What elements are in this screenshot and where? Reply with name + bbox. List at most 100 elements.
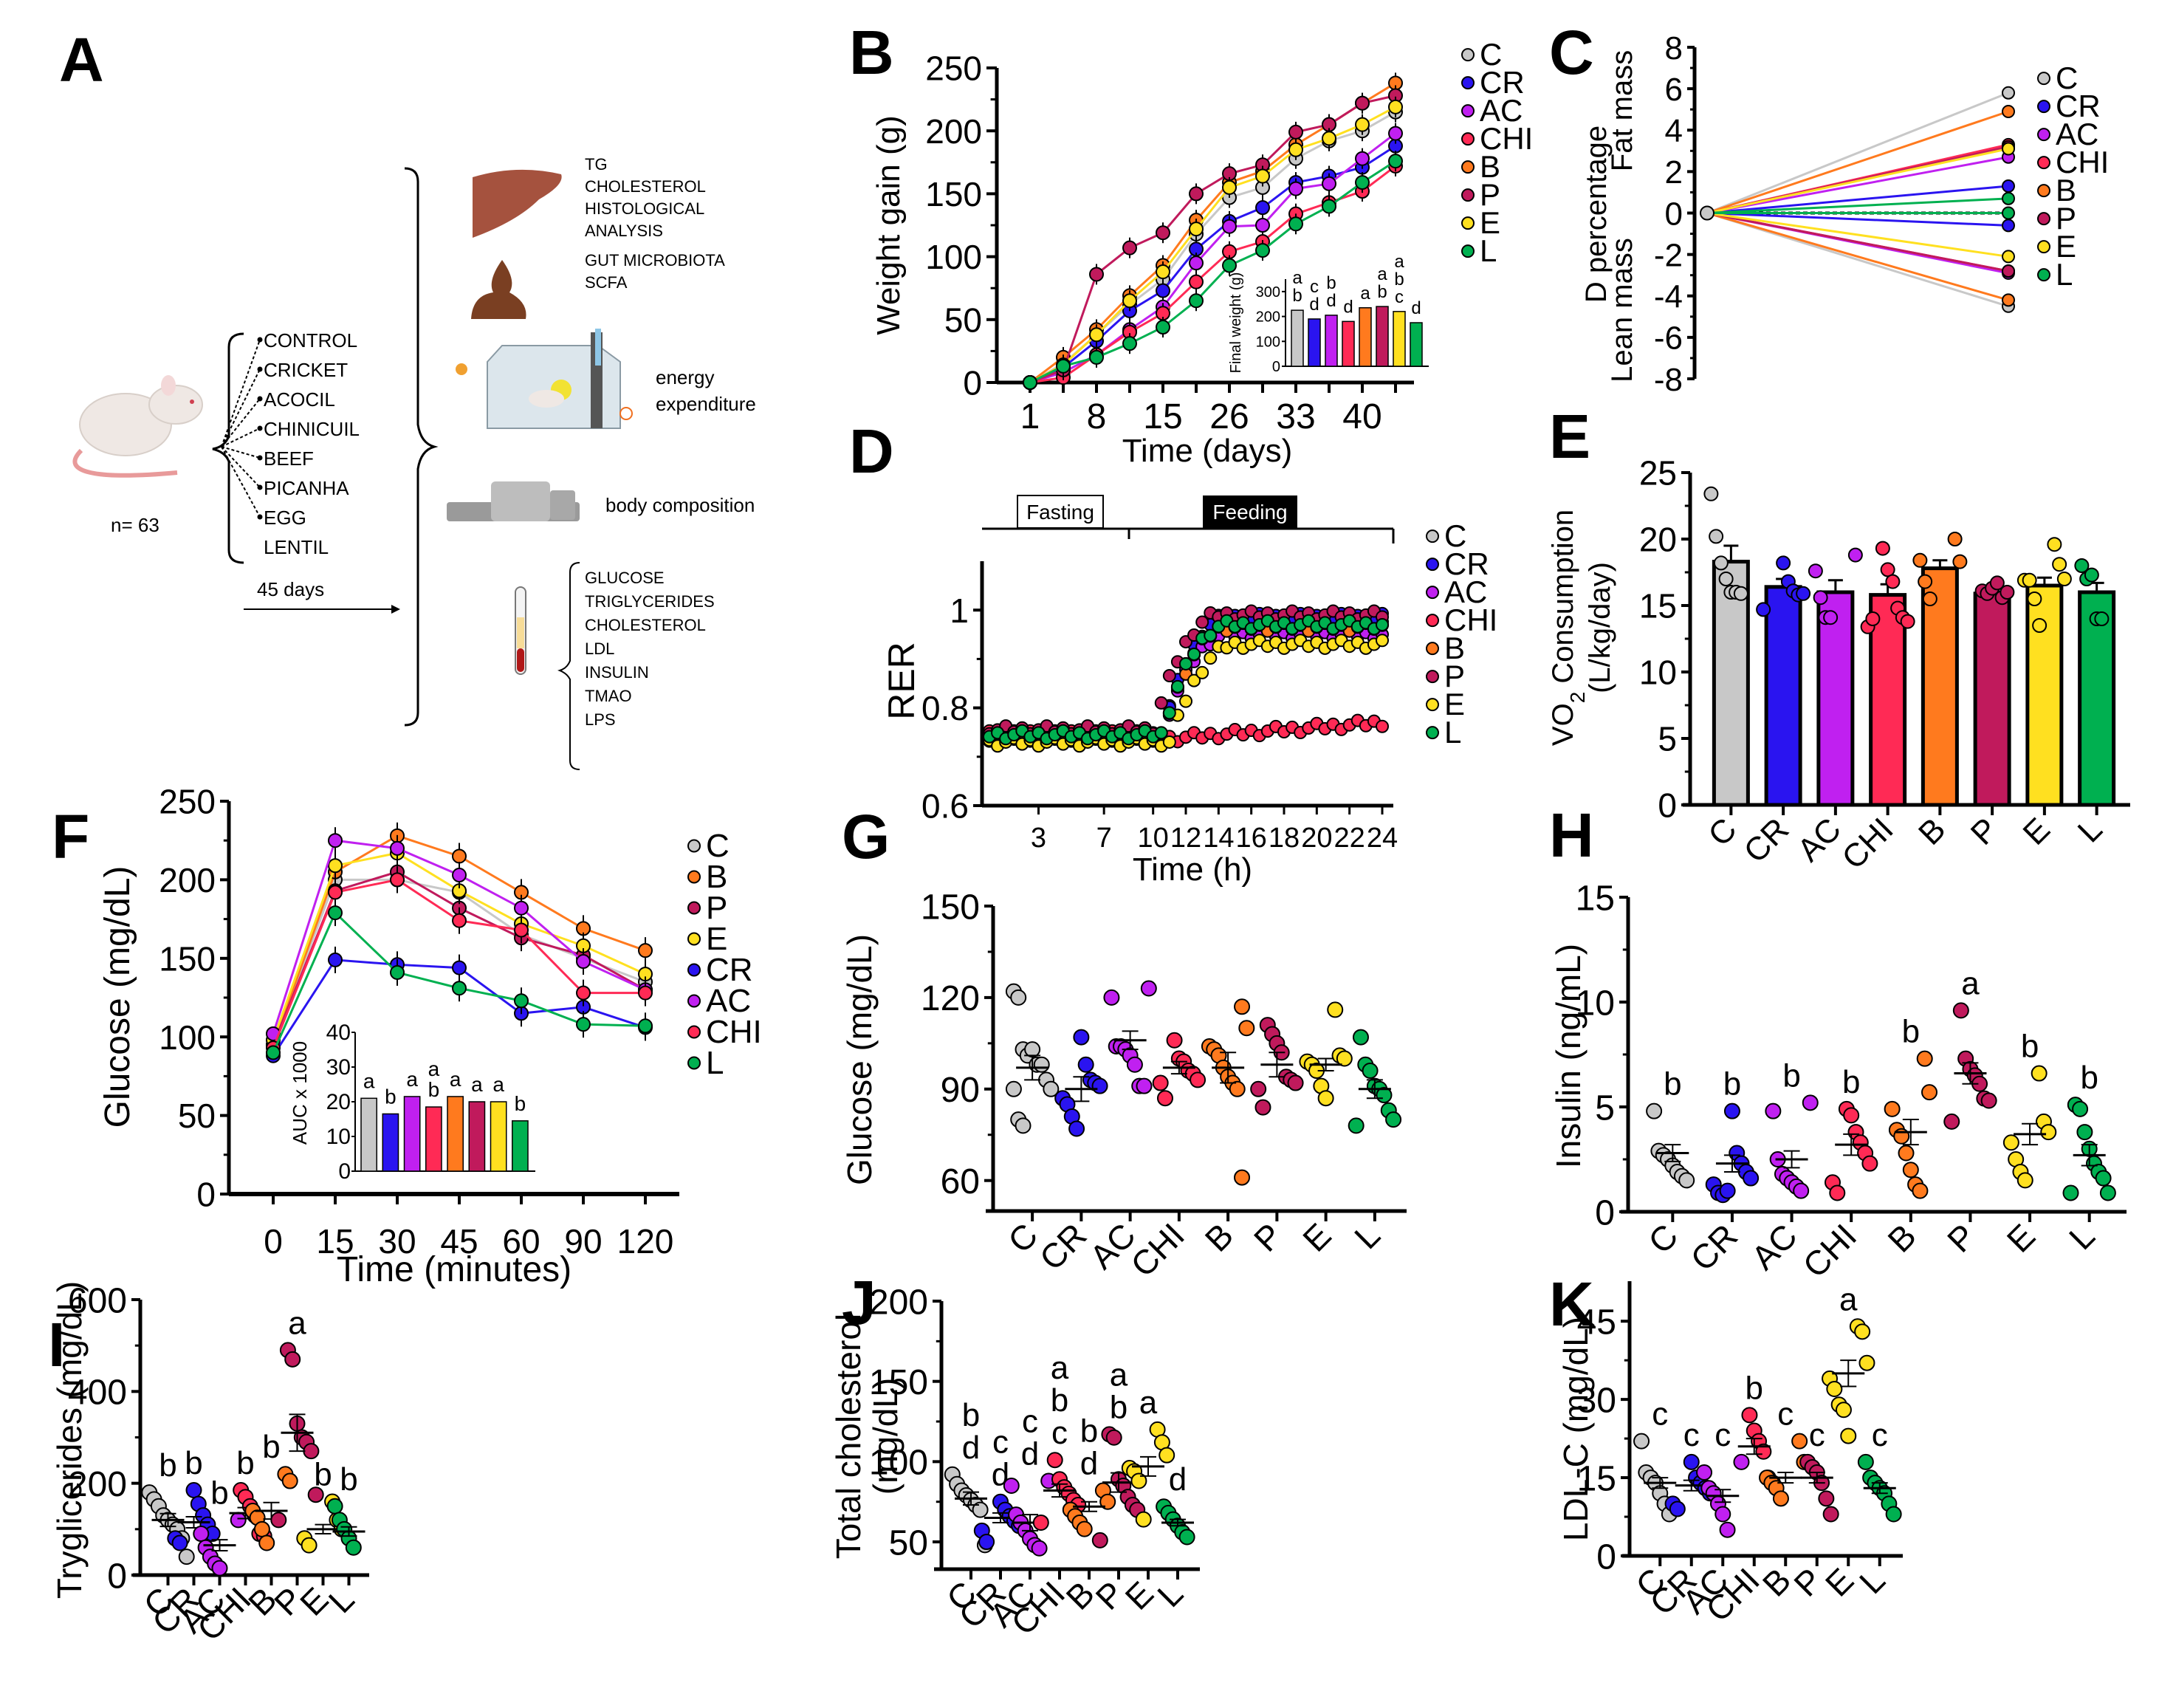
legend-item-p: P [687,890,727,926]
legend-marker-icon [2037,268,2050,282]
legend-item-cr: CR [1426,546,1489,581]
x-tick-label: 18 [1269,823,1300,854]
y-tick-label: 150 [869,1363,928,1402]
inset-y-tick-label: 100 [1256,334,1280,350]
diet-arrow [221,446,261,488]
significance-letter: c [1872,1417,1888,1453]
data-point [1154,696,1168,710]
inset-bar-chi [425,1106,442,1172]
group-e: b [2002,1029,2057,1189]
outcome-label: CHOLESTEROL [585,177,706,196]
inset-y-label: Final weight (g) [1228,272,1244,374]
legend-marker-icon [1461,48,1475,62]
diet-label: CONTROL [264,329,357,351]
data-point [1156,264,1170,280]
outcome-label: LPS [585,710,616,729]
data-point [1755,1443,1772,1460]
legend-marker-icon [1426,670,1439,684]
data-point [2094,611,2110,626]
data-point [1791,1433,1808,1450]
data-point [1234,1169,1251,1186]
bar [1869,593,1907,807]
series-cr [1706,179,2015,233]
panel-letter-e: E [1549,402,1590,471]
legend-item-c: C [687,828,730,864]
legend-marker-icon [687,870,701,884]
fasting-label: Fasting [1026,501,1094,524]
legend-marker-icon [1426,586,1439,600]
significance-letter: a [1394,252,1404,272]
significance-letter: d [1169,1461,1187,1498]
data-point [1322,176,1336,191]
data-point [1056,358,1071,374]
legend-marker-icon [1461,76,1475,90]
inset-bar-cr [1308,318,1321,367]
data-point [1288,181,1303,196]
data-point [1089,349,1104,365]
duration-arrowhead-icon [391,605,400,614]
legend-marker-icon [1426,529,1439,543]
diet-label: CRICKET [264,359,348,381]
legend-marker-icon [2037,156,2050,170]
data-point [171,1534,188,1551]
significance-letter: c [992,1424,1009,1461]
x-tick-label: 1 [1020,397,1040,436]
significance-letter: b [1842,1064,1860,1100]
y-tick-label: 400 [68,1373,127,1413]
group-e [1299,1001,1353,1107]
inset-bar-cr [382,1113,399,1172]
x-tick-label: 7 [1096,823,1112,854]
inset-bar-p [1376,306,1389,367]
data-point [1669,1500,1686,1517]
data-point [1813,590,1828,606]
significance-letter: b [1664,1066,1681,1102]
legend-item-p: P [1426,659,1465,693]
data-point [1255,168,1270,184]
bar [1712,560,1750,807]
feeding-label: Feeding [1212,501,1287,524]
data-point [1288,124,1303,140]
group-p: c [1799,1417,1839,1523]
y-axis-label: Weight gain (g) [871,115,907,335]
outcome-label: GUT MICROBIOTA [585,251,725,270]
data-point [1696,1464,1713,1481]
y-tick-label: 0 [1595,1193,1615,1232]
group-l [1348,1029,1402,1134]
y-tick-label: 0 [1596,1537,1616,1577]
group-ac: c [1696,1417,1750,1538]
legend-marker-icon [687,932,701,946]
inset-bar-c [360,1097,377,1172]
panel-letter-a: A [59,25,104,95]
group-c: b [141,1447,195,1565]
lean-mass-point [2002,219,2015,233]
significance-letter: b [159,1447,176,1484]
group-cr [1054,1029,1108,1137]
data-point [1713,555,1729,571]
data-point [1077,1056,1094,1073]
legend-label: AC [706,983,751,1019]
y-tick-label: 150 [921,888,980,927]
series-line [1029,145,1396,384]
significance-letter: b [1292,286,1302,306]
x-tick-label: 30 [378,1222,416,1261]
data-point [1835,1402,1852,1419]
data-point [1105,1429,1122,1446]
x-tick-label: L [2071,811,2110,849]
legend-marker-icon [687,1025,701,1039]
data-point [328,833,343,848]
data-point [193,1526,210,1543]
y-tick-label: -8 [1654,362,1683,398]
significance-letter: b [314,1457,332,1493]
data-point [1865,611,1881,626]
data-point [1187,647,1201,661]
data-point [576,954,591,970]
y-tick-label: -4 [1654,279,1683,315]
group-p: a [1943,965,1997,1130]
data-point [1204,651,1218,665]
significance-letter: b [2021,1029,2039,1065]
y-tick-label: 150 [925,175,982,213]
inset-y-label: AUC x 1000 [289,1041,311,1145]
data-point [1222,219,1237,234]
